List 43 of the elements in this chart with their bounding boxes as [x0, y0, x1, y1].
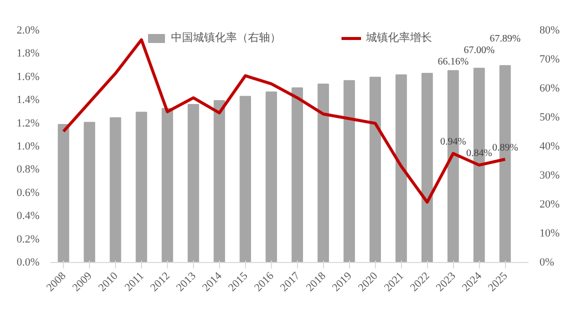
y-tick-label: 0.8%: [16, 164, 40, 176]
y-tick-label: 1.0%: [16, 140, 40, 152]
y-tick-label: 2.0%: [16, 24, 40, 36]
y-tick-label: 0.2%: [16, 233, 40, 246]
data-label: 0.94%: [440, 136, 466, 148]
bar: [84, 122, 96, 262]
y2-tick-label: 70%: [540, 54, 560, 66]
y2-tick-label: 20%: [540, 198, 560, 210]
bar: [344, 80, 355, 262]
bar: [396, 74, 407, 262]
y-tick-label: 1.6%: [16, 70, 40, 83]
bar: [214, 100, 226, 262]
y-tick-label: 0.0%: [16, 256, 40, 268]
bar: [318, 84, 329, 262]
legend-label: 中国城镇化率（右轴）: [171, 30, 281, 45]
data-label: 66.16%: [438, 56, 469, 68]
y2-tick-label: 30%: [540, 170, 560, 182]
bar: [162, 108, 174, 262]
bar: [421, 72, 433, 262]
data-label: 67.00%: [464, 45, 495, 56]
y-tick-label: 0.4%: [16, 210, 40, 222]
y-tick-label: 0.6%: [16, 186, 40, 199]
bar: [136, 112, 148, 262]
y2-tick-label: 80%: [540, 24, 560, 36]
data-label: 67.89%: [490, 34, 521, 45]
y2-tick-label: 50%: [540, 112, 560, 124]
bar: [110, 117, 122, 262]
y-tick-label: 1.4%: [16, 94, 40, 106]
y2-tick-label: 10%: [540, 228, 560, 240]
data-label: 0.84%: [466, 148, 492, 160]
legend-label: 城镇化率增长: [366, 30, 432, 45]
y2-tick-label: 0%: [540, 256, 554, 268]
bar: [240, 96, 252, 262]
y-tick-label: 1.8%: [16, 48, 40, 60]
y2-tick-label: 40%: [540, 140, 560, 152]
y-tick-label: 1.2%: [16, 117, 40, 130]
bar: [188, 104, 200, 262]
bar: [292, 87, 303, 262]
data-label: 0.89%: [492, 142, 518, 154]
bar: [266, 91, 278, 262]
y2-tick-label: 60%: [540, 82, 560, 94]
bar: [370, 76, 381, 262]
bar: [58, 124, 70, 262]
